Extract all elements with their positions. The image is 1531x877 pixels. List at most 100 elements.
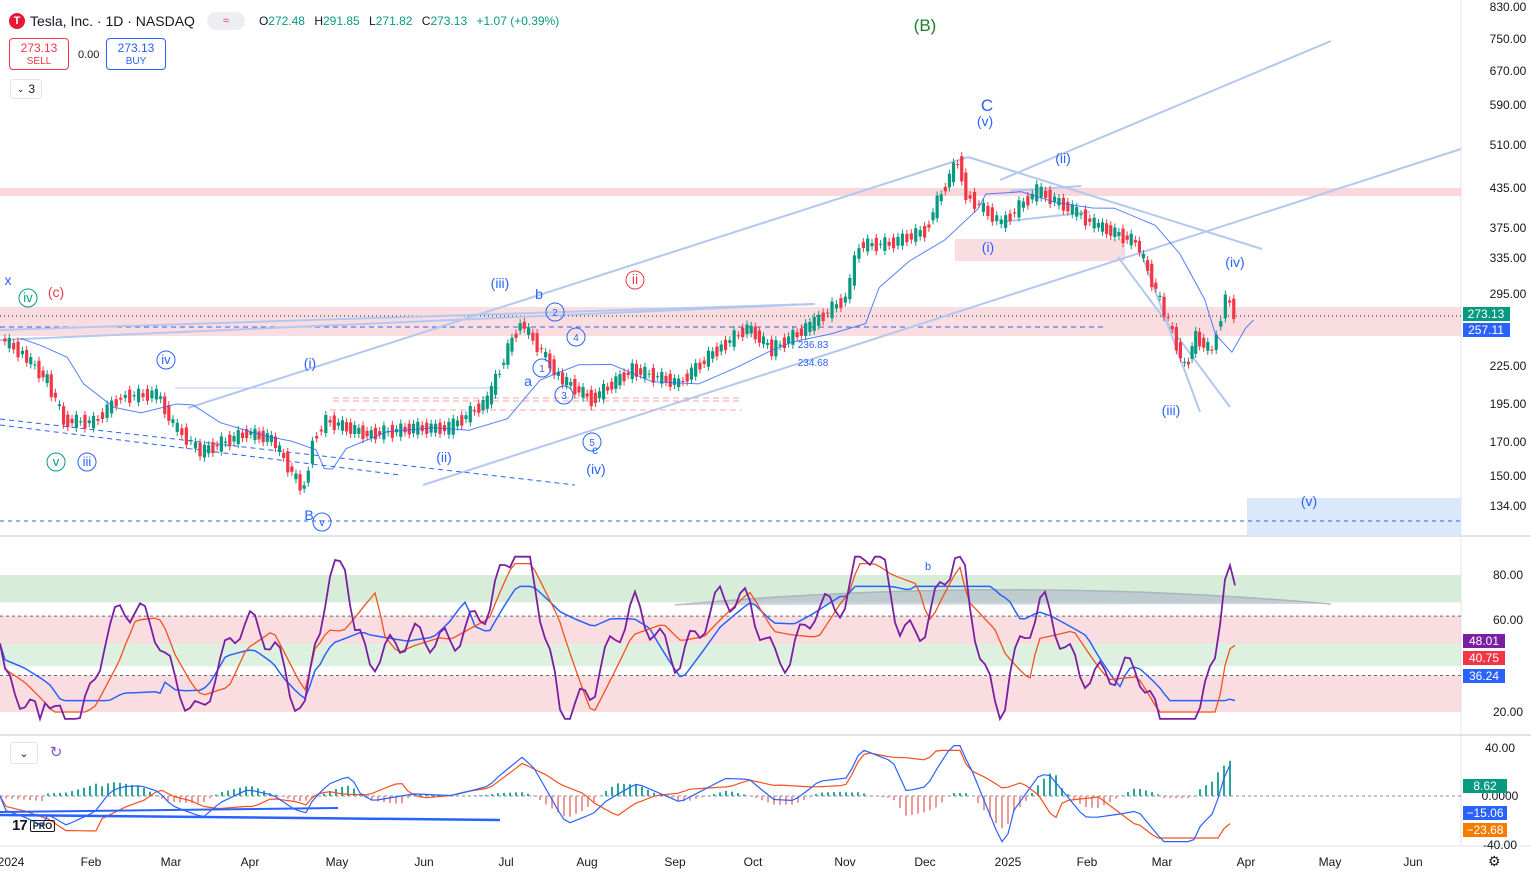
macd-tick-label: 40.00 — [1485, 741, 1515, 755]
macd-histogram-bar — [941, 796, 943, 803]
candle-body — [573, 378, 577, 395]
candle-body — [1121, 228, 1125, 244]
buy-button[interactable]: 273.13 BUY — [106, 38, 166, 70]
candle-body — [535, 333, 539, 352]
macd-histogram-bar — [1055, 775, 1057, 796]
candle-body — [83, 414, 87, 429]
macd-histogram-bar — [671, 796, 673, 799]
candle-body — [407, 423, 411, 435]
rsi-value-label: 40.75 — [1469, 651, 1499, 665]
candle-body — [232, 435, 236, 442]
candle-body — [585, 393, 589, 397]
rsi-line — [0, 555, 1236, 723]
macd-histogram-bar — [149, 791, 151, 796]
candle-body — [29, 357, 33, 365]
settings-gear-icon[interactable]: ⚙ — [1488, 853, 1501, 869]
indicators-collapse-button[interactable]: ⌄ 3 — [10, 79, 42, 99]
refresh-icon[interactable]: ↻ — [49, 744, 63, 761]
time-tick-label: Oct — [744, 855, 763, 869]
time-tick-label: Apr — [241, 855, 260, 869]
candle-body — [689, 367, 694, 380]
tradingview-logo[interactable]: 17 PRO — [12, 817, 56, 834]
candle-body — [577, 386, 581, 393]
wave-label: 234.68 — [798, 358, 829, 369]
candle-body — [843, 296, 847, 303]
candle-body — [972, 192, 977, 209]
macd-histogram-bar — [119, 782, 121, 796]
candle-body — [964, 172, 968, 201]
macd-value-tag — [1463, 779, 1507, 793]
candle-body — [481, 400, 485, 411]
wave-label: 3 — [561, 391, 567, 402]
macd-histogram-bar — [275, 794, 277, 796]
candle-body — [228, 434, 232, 447]
sell-button[interactable]: 273.13 SELL — [9, 38, 69, 70]
candle-body — [1197, 331, 1202, 347]
macd-histogram-bar — [59, 792, 61, 796]
candle-body — [336, 422, 340, 426]
macd-histogram-bar — [47, 793, 49, 796]
last-price-tag — [1463, 307, 1510, 321]
compare-wave-icon[interactable]: ≈ — [206, 12, 245, 30]
candle-body — [1070, 204, 1074, 215]
candle-body — [791, 330, 795, 345]
candle-body — [150, 390, 154, 399]
price-tick-label: 830.00 — [1490, 0, 1527, 14]
candle-body — [825, 312, 830, 314]
macd-histogram-bar — [839, 791, 841, 796]
macd-histogram-bar — [1199, 789, 1201, 796]
candle-body — [489, 385, 494, 405]
macd-histogram-bar — [587, 796, 589, 807]
candle-body — [141, 393, 145, 398]
candle-body — [1206, 341, 1210, 351]
macd-histogram-bar — [1085, 796, 1087, 808]
pane-collapse-button[interactable]: ⌄ — [10, 742, 38, 764]
candle-body — [105, 404, 109, 418]
macd-histogram-bar — [509, 792, 511, 796]
candle-body — [277, 445, 282, 453]
candle-body — [1017, 200, 1021, 218]
macd-histogram-bar — [815, 794, 817, 796]
candle-body — [20, 350, 25, 355]
macd-histogram-bar — [947, 796, 949, 797]
macd-histogram-bar — [1205, 785, 1207, 796]
macd-histogram-bar — [1157, 794, 1159, 796]
symbol-title[interactable]: Tesla, Inc. · 1D · NASDAQ — [30, 13, 195, 29]
candle-body — [518, 323, 522, 331]
candle-body — [1202, 337, 1206, 348]
candle-body — [1057, 198, 1061, 206]
macd-histogram-bar — [539, 796, 541, 800]
candle-body — [37, 360, 41, 379]
wave-label: (c) — [48, 284, 64, 300]
macd-histogram-bar — [899, 796, 901, 808]
target-zone — [1247, 498, 1461, 536]
macd-histogram-bar — [503, 792, 505, 796]
candle-body — [630, 363, 634, 380]
macd-histogram-bar — [851, 792, 853, 796]
candle-body — [171, 419, 175, 424]
candle-body — [219, 436, 223, 452]
macd-histogram-bar — [905, 796, 907, 816]
macd-histogram-bar — [923, 796, 925, 813]
buy-label: BUY — [125, 56, 147, 67]
macd-histogram-bar — [653, 792, 655, 796]
macd-histogram-bar — [1079, 796, 1081, 804]
macd-histogram-bar — [77, 789, 79, 796]
macd-histogram-bar — [569, 796, 571, 817]
candle-body — [61, 406, 66, 425]
macd-histogram-bar — [827, 792, 829, 796]
price-tick-label: 295.00 — [1490, 287, 1527, 301]
wave-label: iii — [83, 454, 92, 469]
macd-histogram-bar — [581, 796, 583, 812]
candle-body — [977, 203, 981, 205]
macd-histogram-bar — [1211, 781, 1213, 796]
macd-histogram-bar — [311, 796, 313, 799]
candle-body — [510, 337, 514, 352]
candle-body — [7, 337, 11, 349]
macd-histogram-bar — [617, 783, 619, 796]
candle-body — [601, 383, 606, 400]
candle-body — [236, 430, 240, 445]
wave-circle — [625, 270, 645, 290]
candle-body — [319, 429, 323, 432]
